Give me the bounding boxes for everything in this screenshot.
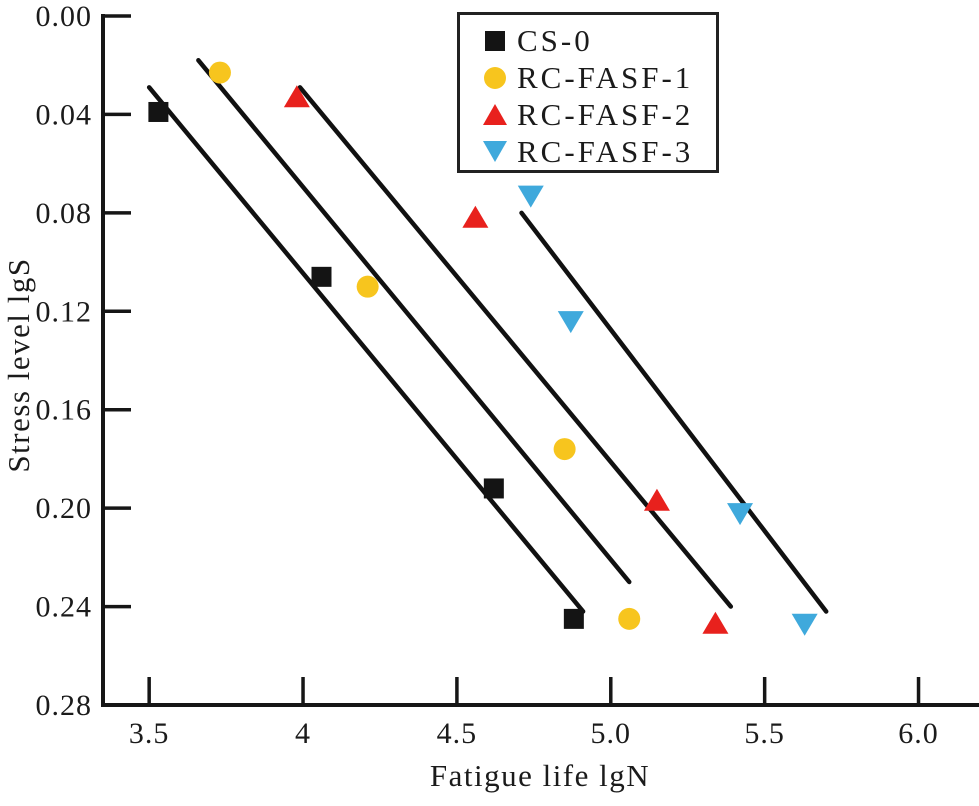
y-tick-label: 0.24 bbox=[36, 591, 93, 624]
marker-cs-0 bbox=[148, 101, 169, 122]
y-tick-label: 0.16 bbox=[36, 394, 93, 427]
trend-line-rc-fasf-2 bbox=[297, 85, 734, 609]
marker-rc-fasf-3 bbox=[557, 311, 584, 334]
marker-rc-fasf-3 bbox=[727, 503, 754, 526]
marker-rc-fasf-3 bbox=[517, 185, 544, 208]
x-tick-label: 4.5 bbox=[437, 717, 478, 750]
legend-label: CS-0 bbox=[517, 23, 593, 58]
circle-marker-icon bbox=[484, 66, 506, 89]
legend-label: RC-FASF-2 bbox=[517, 97, 694, 132]
trend-line-rc-fasf-1 bbox=[196, 58, 632, 585]
trend-line-cs-0 bbox=[146, 85, 586, 614]
marker-rc-fasf-2 bbox=[643, 488, 670, 511]
marker-rc-fasf-1 bbox=[208, 61, 231, 84]
legend: CS-0 RC-FASF-1 RC-FASF-2 RC-FASF-3 bbox=[457, 12, 719, 173]
legend-item-rc-fasf-1: RC-FASF-1 bbox=[460, 59, 716, 96]
legend-label: RC-FASF-1 bbox=[517, 60, 694, 95]
x-tick-label: 3.5 bbox=[129, 717, 170, 750]
legend-label: RC-FASF-3 bbox=[517, 134, 694, 169]
marker-rc-fasf-3 bbox=[791, 613, 818, 636]
y-axis-title: Stress level lgS bbox=[1, 257, 36, 473]
marker-rc-fasf-2 bbox=[462, 205, 489, 228]
y-tick-label: 0.08 bbox=[36, 197, 93, 230]
trend-line-rc-fasf-3 bbox=[519, 210, 829, 614]
y-tick-label: 0.28 bbox=[36, 689, 93, 722]
marker-rc-fasf-1 bbox=[618, 607, 641, 630]
marker-rc-fasf-1 bbox=[356, 275, 379, 298]
x-tick-label: 4 bbox=[295, 717, 311, 750]
legend-item-rc-fasf-2: RC-FASF-2 bbox=[460, 96, 716, 133]
x-tick-label: 6.0 bbox=[898, 717, 939, 750]
marker-rc-fasf-2 bbox=[283, 85, 310, 108]
marker-cs-0 bbox=[563, 608, 584, 629]
x-tick-label: 5.5 bbox=[744, 717, 785, 750]
marker-rc-fasf-2 bbox=[702, 611, 729, 634]
legend-item-rc-fasf-3: RC-FASF-3 bbox=[460, 133, 716, 170]
x-axis-title: Fatigue life lgN bbox=[429, 758, 651, 793]
legend-item-cs-0: CS-0 bbox=[460, 22, 716, 59]
marker-rc-fasf-1 bbox=[553, 438, 576, 461]
y-tick-label: 0.04 bbox=[36, 98, 93, 131]
marker-cs-0 bbox=[311, 266, 332, 287]
y-tick-label: 0.12 bbox=[36, 295, 93, 328]
triangle-up-marker-icon bbox=[483, 104, 507, 125]
y-tick-label: 0.20 bbox=[36, 492, 93, 525]
y-tick-label: 0.00 bbox=[36, 0, 93, 33]
square-marker-icon bbox=[485, 30, 505, 51]
marker-cs-0 bbox=[483, 478, 504, 499]
triangle-down-marker-icon bbox=[483, 141, 507, 162]
x-tick-label: 5.0 bbox=[591, 717, 632, 750]
